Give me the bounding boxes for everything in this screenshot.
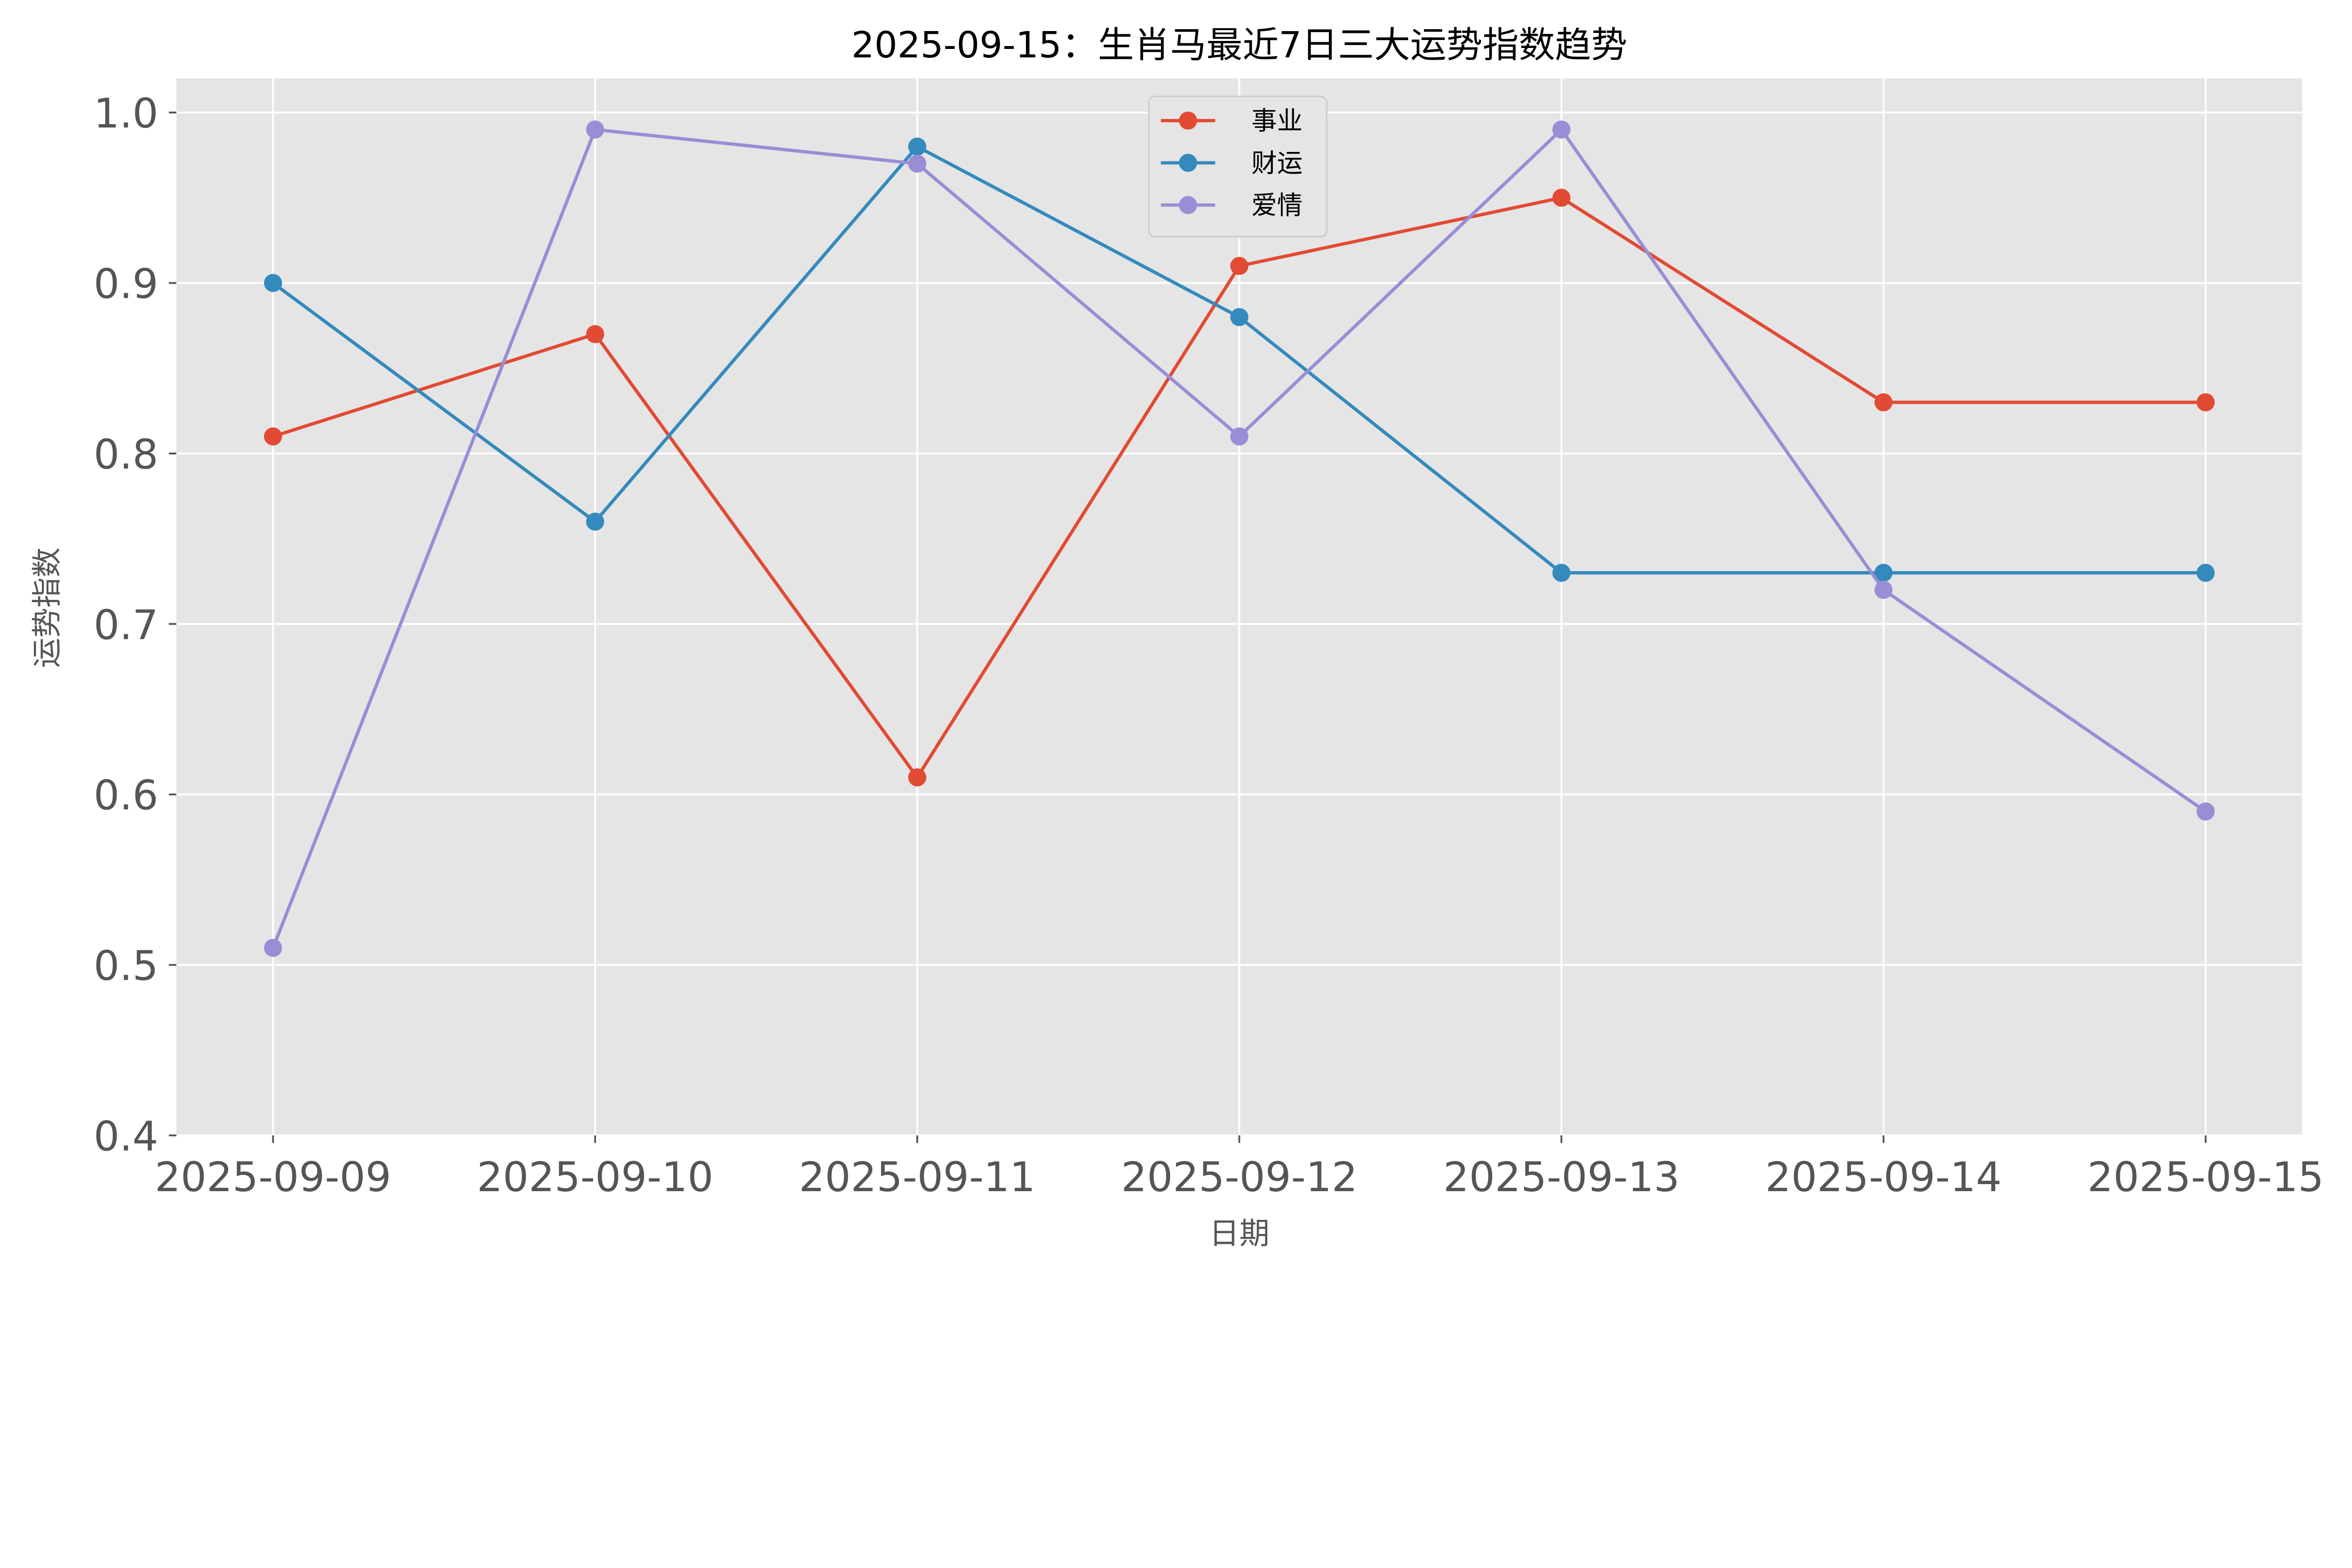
series-group — [264, 120, 2215, 957]
data-point — [2196, 393, 2215, 412]
y-tick-label: 0.8 — [94, 431, 159, 478]
x-tick-label: 2025-09-11 — [799, 1154, 1035, 1201]
legend-label: 财运 — [1251, 148, 1303, 178]
data-point — [586, 512, 604, 531]
x-tick-label: 2025-09-09 — [155, 1154, 391, 1201]
data-point — [1230, 257, 1248, 275]
legend-label: 事业 — [1251, 106, 1303, 136]
data-point — [1230, 308, 1248, 326]
y-axis-label: 运势指数 — [30, 547, 65, 668]
data-point — [908, 137, 927, 156]
grid — [176, 78, 2303, 1137]
data-point — [1874, 564, 1893, 582]
data-point — [908, 768, 927, 787]
data-point — [2196, 802, 2215, 821]
data-point — [586, 120, 604, 139]
x-tick-label: 2025-09-13 — [1443, 1154, 1680, 1201]
y-tick-label: 0.4 — [94, 1114, 159, 1161]
legend-label: 爱情 — [1251, 190, 1303, 220]
series-财运 — [264, 137, 2215, 582]
x-axis-ticks: 2025-09-09 2025-09-10 2025-09-11 2025-09-12… — [155, 1135, 2324, 1201]
data-point — [908, 154, 927, 173]
x-tick-label: 2025-09-12 — [1121, 1154, 1358, 1201]
chart-title: 2025-09-15：生肖马最近7日三大运势指数趋势 — [851, 24, 1627, 66]
data-point — [1552, 189, 1571, 207]
series-爱情 — [264, 120, 2215, 957]
y-tick-label: 0.5 — [94, 943, 159, 990]
data-point — [264, 939, 282, 957]
data-point — [264, 274, 282, 292]
x-tick-label: 2025-09-15 — [2087, 1154, 2324, 1201]
data-point — [264, 427, 282, 446]
data-point — [1874, 581, 1893, 599]
x-tick-label: 2025-09-14 — [1765, 1154, 2002, 1201]
y-axis-ticks: 0.4 0.5 0.6 0.7 0.8 0.9 1.0 — [94, 90, 177, 1161]
data-point — [1874, 393, 1893, 412]
data-point — [1552, 564, 1571, 582]
x-axis-label: 日期 — [1209, 1217, 1270, 1251]
legend-marker — [1179, 196, 1197, 215]
legend-marker — [1179, 111, 1197, 130]
data-point — [2196, 564, 2215, 582]
data-point — [1230, 427, 1248, 446]
data-point — [1552, 120, 1571, 139]
y-tick-label: 1.0 — [94, 90, 159, 137]
series-事业 — [264, 189, 2215, 787]
legend-marker — [1179, 153, 1197, 172]
x-tick-label: 2025-09-10 — [477, 1154, 714, 1201]
y-tick-label: 0.6 — [94, 772, 159, 820]
line-chart: 0.40.50.60.70.80.91.0 2025-09-09 2025-09-… — [30, 24, 2324, 1251]
y-tick-label: 0.7 — [94, 602, 159, 649]
y-tick-label: 0.9 — [94, 261, 159, 308]
data-point — [586, 325, 604, 343]
